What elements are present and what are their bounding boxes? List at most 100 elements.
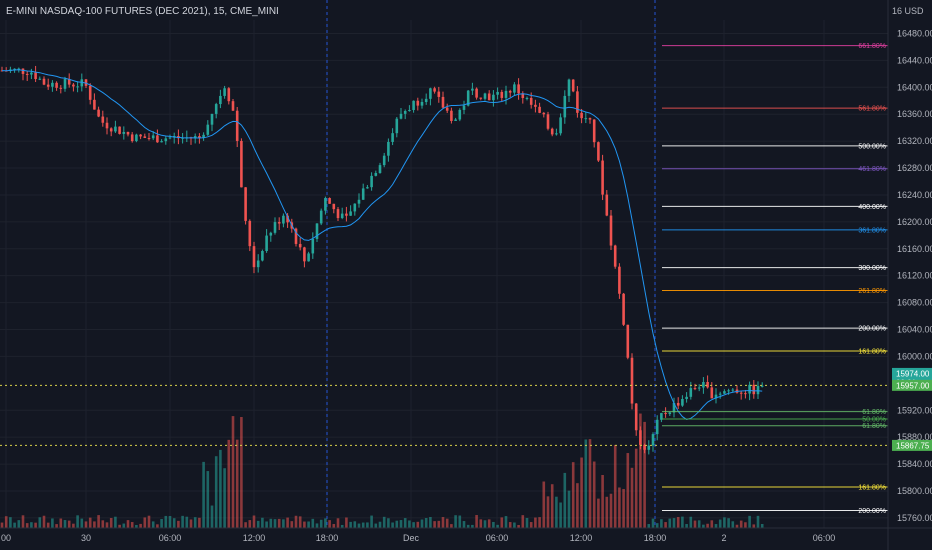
volume-bar [487, 519, 491, 528]
volume-bar [88, 517, 92, 528]
volume-bar [760, 523, 764, 528]
fib-label: 661.80% [858, 43, 886, 50]
volume-bar [185, 516, 189, 528]
candle-body [311, 238, 315, 254]
candle-body [580, 112, 583, 119]
volume-bar [525, 517, 529, 528]
volume-bar [676, 517, 680, 528]
candle-body [252, 246, 256, 268]
volume-bars [0, 413, 764, 528]
candle-body [261, 251, 264, 261]
x-tick-label: 06:00 [813, 533, 836, 543]
candle-body [340, 213, 344, 219]
chart-title: E-MINI NASDAQ-100 FUTURES (DEC 2021), 15… [6, 6, 279, 17]
volume-bar [97, 515, 100, 528]
volume-bar [605, 496, 609, 528]
volume-bar [727, 518, 730, 528]
fib-label: 200.00% [858, 508, 886, 515]
volume-bar [546, 496, 550, 528]
volume-bar [399, 520, 403, 528]
volume-bar [752, 524, 756, 528]
y-tick-label: 16400.00 [897, 82, 932, 92]
candle-body [164, 138, 168, 142]
candle-body [723, 391, 726, 394]
candle-body [672, 402, 676, 413]
volume-bar [395, 520, 399, 528]
candle-body [651, 434, 655, 446]
volume-bar [504, 516, 508, 528]
candle-body [34, 72, 37, 80]
volume-bar [706, 523, 709, 528]
volume-bar [475, 515, 478, 528]
volume-bar [156, 524, 159, 528]
candle-body [576, 91, 579, 113]
candle-body [143, 136, 147, 138]
candle-body [660, 413, 663, 420]
candle-body [433, 88, 436, 92]
volume-bar [13, 522, 16, 528]
volume-bar [0, 522, 4, 528]
volume-bar [630, 467, 634, 528]
candle-body [244, 187, 247, 221]
volume-bar [55, 524, 58, 528]
volume-bar [328, 520, 331, 528]
volume-bar [445, 518, 449, 528]
volume-bar [450, 524, 453, 528]
candle-body [160, 141, 163, 143]
volume-bar [571, 462, 575, 528]
candle-body [697, 387, 701, 389]
candle-body [517, 84, 520, 94]
volume-bar [202, 461, 205, 528]
candle-body [193, 136, 197, 139]
volume-bar [739, 520, 743, 528]
volume-bar [256, 520, 260, 528]
y-tick-label: 16280.00 [897, 163, 932, 173]
candle-body [382, 155, 386, 166]
volume-bar [160, 518, 163, 528]
dotted-price-lines [0, 384, 888, 446]
candle-body [504, 90, 508, 98]
volume-bar [349, 521, 352, 528]
candle-body [496, 91, 499, 95]
candle-body [437, 91, 441, 97]
candle-body [151, 135, 155, 139]
candle-body [378, 165, 382, 173]
volume-bar [672, 518, 676, 528]
candle-body [219, 95, 222, 105]
volume-bar [345, 517, 348, 528]
candle-body [303, 247, 306, 262]
candle-body [336, 209, 340, 219]
volume-bar [198, 517, 201, 528]
volume-bar [42, 515, 46, 528]
candle-body [664, 413, 667, 415]
candle-body [294, 228, 298, 244]
volume-bar [542, 481, 546, 528]
candle-body [483, 93, 487, 99]
y-tick-label: 15880.00 [897, 432, 932, 442]
candle-body [46, 84, 50, 87]
candle-body [609, 215, 613, 246]
volume-bar [118, 524, 121, 528]
volume-bar [609, 493, 613, 528]
candle-body [601, 160, 604, 195]
volume-bar [21, 515, 25, 528]
candle-body [542, 112, 546, 115]
candle-body [634, 403, 638, 431]
volume-bar [643, 421, 646, 528]
candle-body [63, 79, 67, 89]
moving-average [1, 69, 763, 420]
candle-body [513, 84, 516, 93]
volume-bar [403, 518, 407, 528]
volume-bar [248, 520, 252, 528]
volume-bar [655, 523, 659, 528]
volume-bar [634, 448, 638, 528]
volume-bar [332, 524, 336, 528]
volume-bar [668, 518, 672, 528]
candle-body [122, 131, 126, 134]
candle-body [492, 94, 495, 101]
candle-body [139, 134, 142, 137]
candle-body [105, 122, 109, 129]
volume-bar [685, 524, 688, 528]
y-tick-label: 16240.00 [897, 190, 932, 200]
